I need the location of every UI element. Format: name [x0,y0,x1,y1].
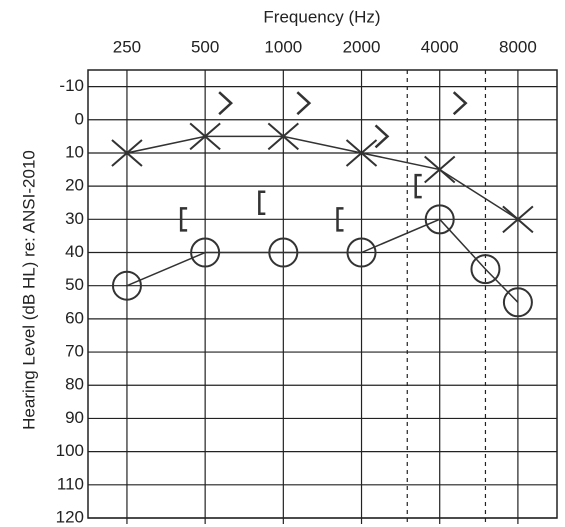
y-tick-label: 20 [65,176,84,195]
air-cross [345,139,378,167]
series-line [126,218,519,303]
series-line [126,135,519,220]
y-tick-label: 80 [65,375,84,394]
x-tick-label: 4000 [421,37,459,56]
y-tick-label: 50 [65,275,84,294]
bone-bracket [336,207,344,232]
x-tick-label: 8000 [499,37,537,56]
air-cross [267,122,299,151]
y-tick-label: 40 [65,242,84,261]
y-tick-label: 0 [75,109,84,128]
bone-angle [374,124,390,149]
air-circle [502,287,533,318]
air-circle [111,270,142,301]
x-tick-label: 250 [113,37,141,56]
x-tick-label: 1000 [264,37,302,56]
chart-title: Frequency (Hz) [263,7,380,26]
bone-angle [452,91,468,116]
y-tick-label: 10 [65,142,84,161]
plot-area [87,69,558,519]
bone-angle [296,91,312,116]
x-tick-label: 2000 [343,37,381,56]
air-circle [190,237,221,268]
y-tick-label: 110 [57,474,84,493]
air-circle [424,204,455,235]
y-tick-label: -10 [59,76,84,95]
x-tick-label: 500 [191,37,219,56]
y-tick-label: 100 [56,441,84,460]
bone-bracket [414,173,422,199]
air-cross [189,122,221,151]
y-tick-label: 120 [56,507,84,526]
air-circle [470,254,501,285]
air-cross [424,155,456,184]
y-tick-label: 60 [65,308,84,327]
air-circle [268,237,299,268]
y-tick-label: 30 [65,209,84,228]
bone-bracket [258,190,266,215]
air-circle [346,237,377,268]
air-cross [111,139,143,167]
y-axis-label: Hearing Level (dB HL) re: ANSI-2010 [19,150,38,430]
air-cross [502,205,534,234]
bone-bracket [179,207,188,232]
bone-angle [218,91,233,116]
y-tick-label: 90 [65,408,84,427]
y-tick-label: 70 [65,342,84,361]
